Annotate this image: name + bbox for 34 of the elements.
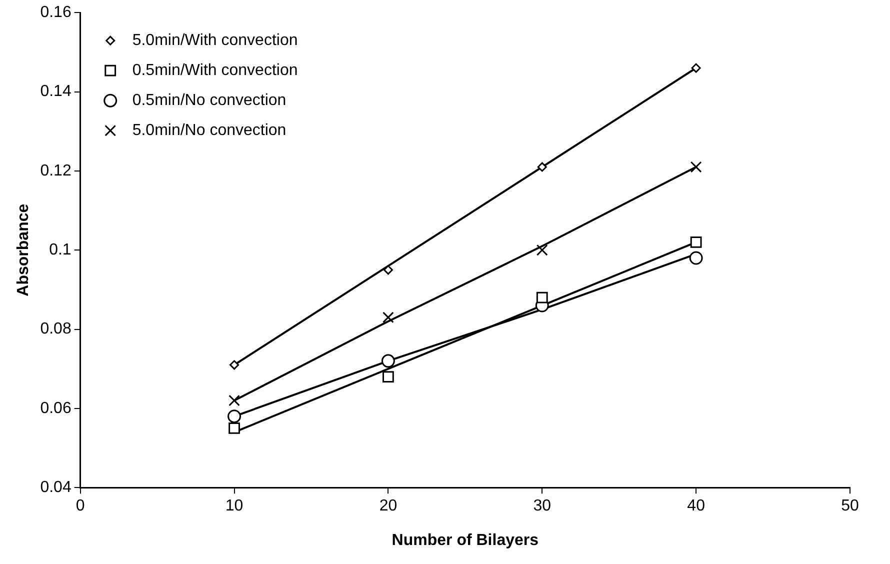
- x-tick-label: 30: [533, 498, 552, 515]
- y-tick-label: 0.04: [40, 479, 72, 496]
- legend-label: 0.5min/With convection: [132, 62, 298, 80]
- point: [689, 251, 703, 265]
- point: [690, 236, 702, 248]
- point: [691, 63, 701, 73]
- legend-label: 5.0min/With convection: [132, 32, 298, 50]
- legend-label: 0.5min/No convection: [132, 92, 286, 110]
- x-tick-label: 10: [225, 498, 244, 515]
- x-tick-label: 0: [76, 498, 85, 515]
- y-tick-label: 0.16: [40, 4, 72, 22]
- point: [536, 244, 548, 256]
- point: [381, 354, 395, 368]
- x-axis-title: Number of Bilayers: [392, 532, 539, 549]
- point: [383, 265, 393, 275]
- point: [382, 371, 394, 382]
- x-tick-label: 50: [841, 498, 859, 515]
- y-tick-label: 0.06: [40, 400, 72, 417]
- point: [228, 422, 240, 434]
- x-tick-label: 20: [379, 498, 398, 515]
- x-tick-label: 40: [687, 498, 706, 515]
- y-axis-title: Absorbance: [15, 204, 32, 296]
- point: [536, 292, 548, 304]
- y-tick-label: 0.08: [40, 320, 72, 338]
- point: [382, 312, 394, 324]
- point: [228, 394, 240, 406]
- y-tick-label: 0.14: [40, 83, 72, 100]
- point: [230, 360, 240, 370]
- y-tick-label: 0.12: [40, 162, 72, 180]
- point: [537, 162, 547, 172]
- legend-label: 5.0min/No convection: [132, 122, 286, 140]
- point: [690, 161, 702, 173]
- y-tick-label: 0.1: [49, 242, 72, 259]
- point: [228, 410, 242, 424]
